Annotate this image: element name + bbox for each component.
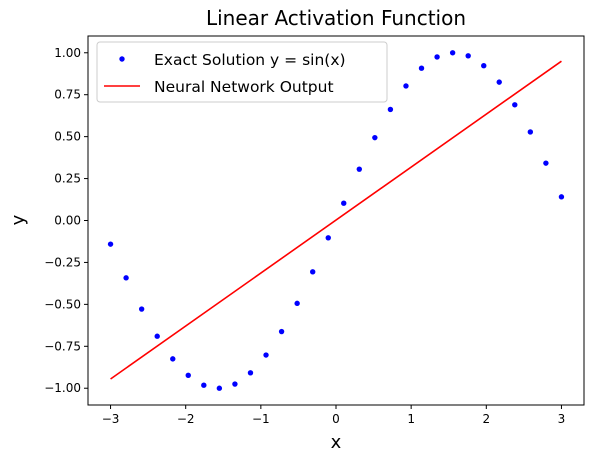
- scatter-point-exact-solution: [185, 372, 191, 379]
- y-axis-label: y: [8, 214, 29, 225]
- x-tick-label: −1: [252, 412, 270, 426]
- scatter-point-exact-solution: [543, 160, 549, 166]
- y-tick-label: 0.00: [54, 214, 81, 228]
- y-tick-label: −0.75: [44, 339, 81, 353]
- scatter-point-exact-solution: [356, 166, 362, 172]
- x-tick-label: 2: [482, 412, 490, 426]
- x-axis-label: x: [331, 432, 342, 453]
- scatter-point-exact-solution: [247, 370, 254, 376]
- x-tick-label: −2: [177, 412, 195, 426]
- scatter-point-exact-solution: [403, 83, 409, 89]
- y-tick-label: 0.25: [54, 172, 81, 186]
- x-tick-label: −3: [102, 412, 120, 426]
- scatter-point-exact-solution: [465, 53, 471, 59]
- y-tick-label: 0.75: [54, 88, 81, 102]
- scatter-point-exact-solution: [138, 306, 145, 312]
- chart-title: Linear Activation Function: [206, 6, 466, 30]
- scatter-point-exact-solution: [294, 300, 300, 307]
- scatter-point-exact-solution: [418, 65, 425, 71]
- scatter-point-exact-solution: [201, 382, 207, 388]
- scatter-point-exact-solution: [123, 275, 129, 281]
- y-axis-ticks: −1.00 −0.75 −0.50 −0.25 0.00 0.25 0.50 0.75 1.00: [44, 46, 88, 395]
- scatter-point-exact-solution: [325, 235, 331, 241]
- scatter-point-exact-solution: [216, 385, 223, 391]
- scatter-point-exact-solution: [434, 54, 440, 60]
- plot-data-layer: [107, 50, 565, 391]
- y-tick-label: −0.50: [44, 297, 81, 311]
- scatter-point-exact-solution: [481, 62, 487, 69]
- scatter-point-exact-solution: [107, 241, 114, 247]
- scatter-point-exact-solution: [387, 106, 394, 113]
- scatter-point-exact-solution: [154, 333, 160, 339]
- x-axis-ticks: −3 −2 −1 0 1 2 3: [102, 405, 566, 426]
- scatter-point-exact-solution: [278, 328, 285, 335]
- legend-marker-exact-solution: [119, 56, 125, 62]
- scatter-point-exact-solution: [310, 269, 316, 275]
- y-tick-label: 1.00: [54, 46, 81, 60]
- scatter-point-exact-solution: [263, 352, 269, 358]
- x-tick-label: 3: [558, 412, 566, 426]
- y-tick-label: −0.25: [44, 255, 81, 269]
- legend-box: [96, 41, 388, 103]
- series-line-neural-network-output: [110, 60, 562, 380]
- scatter-point-exact-solution: [232, 381, 238, 387]
- scatter-point-exact-solution: [449, 50, 456, 56]
- y-tick-label: −1.00: [44, 381, 81, 395]
- scatter-point-exact-solution: [170, 356, 176, 362]
- chart-legend: Exact Solution y = sin(x) Neural Network…: [96, 41, 388, 103]
- y-tick-label: 0.50: [54, 130, 81, 144]
- scatter-point-exact-solution: [512, 102, 518, 108]
- scatter-point-exact-solution: [527, 129, 534, 135]
- legend-label-neural-network: Neural Network Output: [154, 78, 334, 96]
- scatter-point-exact-solution: [341, 200, 347, 206]
- scatter-point-exact-solution: [558, 194, 565, 200]
- scatter-point-exact-solution: [496, 79, 502, 85]
- legend-label-exact-solution: Exact Solution y = sin(x): [154, 51, 346, 69]
- x-tick-label: 0: [332, 412, 340, 426]
- scatter-point-exact-solution: [372, 134, 378, 141]
- x-tick-label: 1: [407, 412, 415, 426]
